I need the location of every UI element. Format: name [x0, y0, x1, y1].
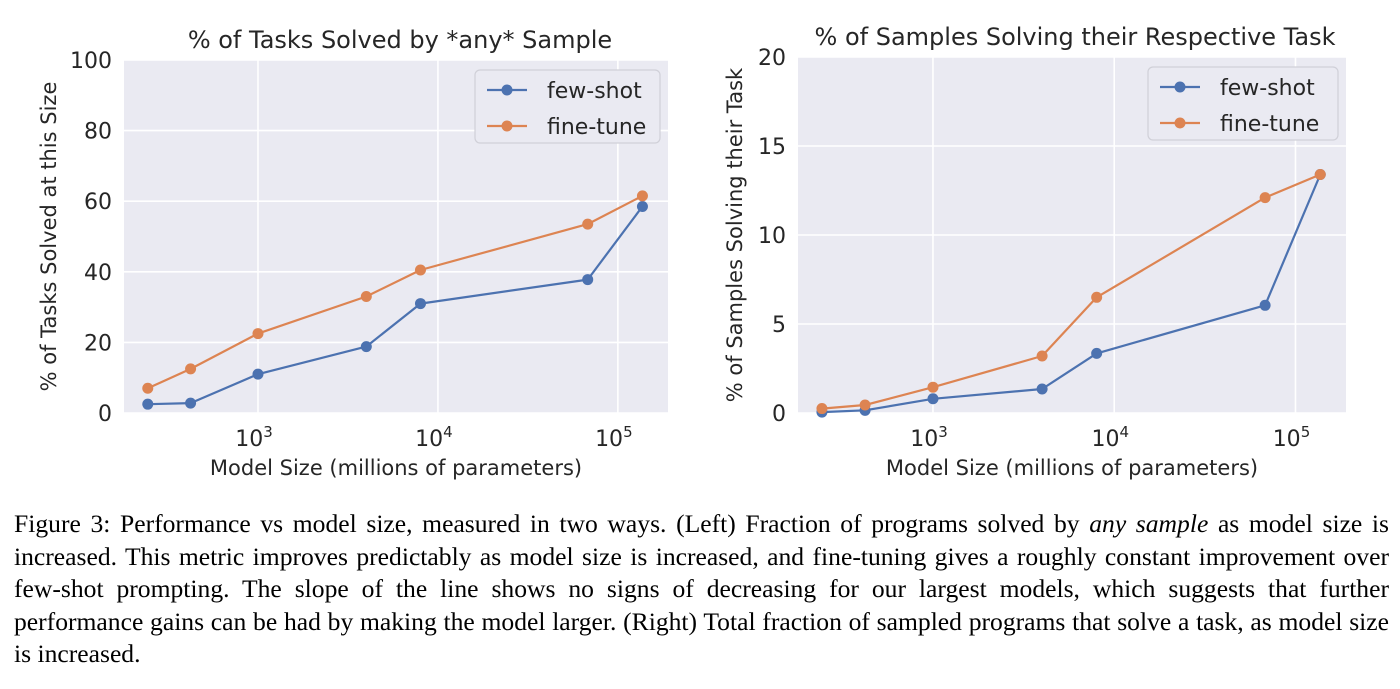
data-point-few-shot: [1259, 299, 1271, 311]
x-tick-label: 103: [910, 423, 948, 452]
data-point-fine-tune: [1091, 291, 1103, 303]
data-point-few-shot: [360, 341, 372, 353]
y-tick-label: 20: [84, 331, 112, 356]
data-point-fine-tune: [360, 291, 372, 303]
legend-swatch-marker: [1174, 81, 1186, 93]
data-point-fine-tune: [142, 382, 154, 394]
y-tick-label: 0: [772, 402, 786, 427]
data-point-fine-tune: [1036, 350, 1048, 362]
data-point-fine-tune: [816, 403, 828, 415]
legend-label: fine-tune: [547, 115, 646, 140]
x-axis-label: Model Size (millions of parameters): [886, 456, 1258, 480]
caption-emphasis: any sample: [1089, 509, 1209, 538]
y-axis-label: % of Samples Solving their Task: [723, 67, 747, 402]
legend-swatch-marker: [1174, 117, 1186, 129]
y-tick-label: 60: [84, 190, 112, 215]
legend-swatch-marker: [501, 120, 513, 132]
data-point-few-shot: [252, 368, 264, 380]
x-axis-label: Model Size (millions of parameters): [210, 456, 582, 480]
data-point-fine-tune: [636, 190, 648, 202]
legend-label: few-shot: [1220, 76, 1315, 101]
data-point-fine-tune: [1259, 192, 1271, 204]
data-point-few-shot: [414, 298, 426, 310]
figure-caption: Figure 3: Performance vs model size, mea…: [14, 508, 1389, 671]
y-tick-label: 0: [98, 402, 112, 427]
legend-swatch-marker: [501, 84, 513, 96]
data-point-fine-tune: [185, 363, 197, 375]
y-tick-label: 10: [758, 224, 786, 249]
data-point-few-shot: [582, 274, 594, 286]
data-point-few-shot: [1036, 383, 1048, 395]
caption-text-2: as model size is increased. This metric …: [14, 509, 1389, 668]
data-point-fine-tune: [927, 381, 939, 393]
caption-text-1: Figure 3: Performance vs model size, mea…: [14, 509, 1090, 538]
x-tick-label: 103: [235, 423, 273, 452]
data-point-few-shot: [1091, 347, 1103, 359]
x-tick-label: 105: [1273, 423, 1311, 452]
chart-title: % of Tasks Solved by *any* Sample: [188, 26, 612, 54]
chart-panel-2: 0 5 10 15 20 103 104 105 % of Samples Solving th…: [723, 23, 1346, 480]
legend-label: few-shot: [547, 79, 642, 104]
y-tick-label: 15: [758, 135, 786, 160]
data-point-few-shot: [927, 393, 939, 405]
y-tick-label: 5: [772, 313, 786, 338]
legend-box: [474, 69, 661, 144]
y-tick-label: 80: [84, 120, 112, 145]
data-point-fine-tune: [252, 328, 264, 340]
data-point-few-shot: [185, 397, 197, 409]
legend-label: fine-tune: [1220, 112, 1319, 137]
y-tick-label: 100: [70, 49, 112, 74]
y-tick-label: 20: [758, 46, 786, 71]
data-point-few-shot: [142, 398, 154, 410]
data-point-fine-tune: [414, 264, 426, 276]
data-point-few-shot: [636, 200, 648, 212]
data-point-fine-tune: [859, 399, 871, 411]
data-point-fine-tune: [1314, 168, 1326, 180]
y-axis-label: % of Tasks Solved at this Size: [37, 82, 61, 392]
legend-box: [1147, 66, 1339, 141]
x-tick-label: 104: [1091, 423, 1129, 452]
data-point-fine-tune: [582, 218, 594, 230]
chart-panel-1: 0 20 40 60 80 100 103 104 105 % of Tasks Solved b…: [37, 26, 668, 480]
x-tick-label: 105: [595, 423, 633, 452]
y-tick-label: 40: [84, 261, 112, 286]
chart-title: % of Samples Solving their Respective Ta…: [815, 23, 1336, 51]
x-tick-label: 104: [415, 423, 453, 452]
